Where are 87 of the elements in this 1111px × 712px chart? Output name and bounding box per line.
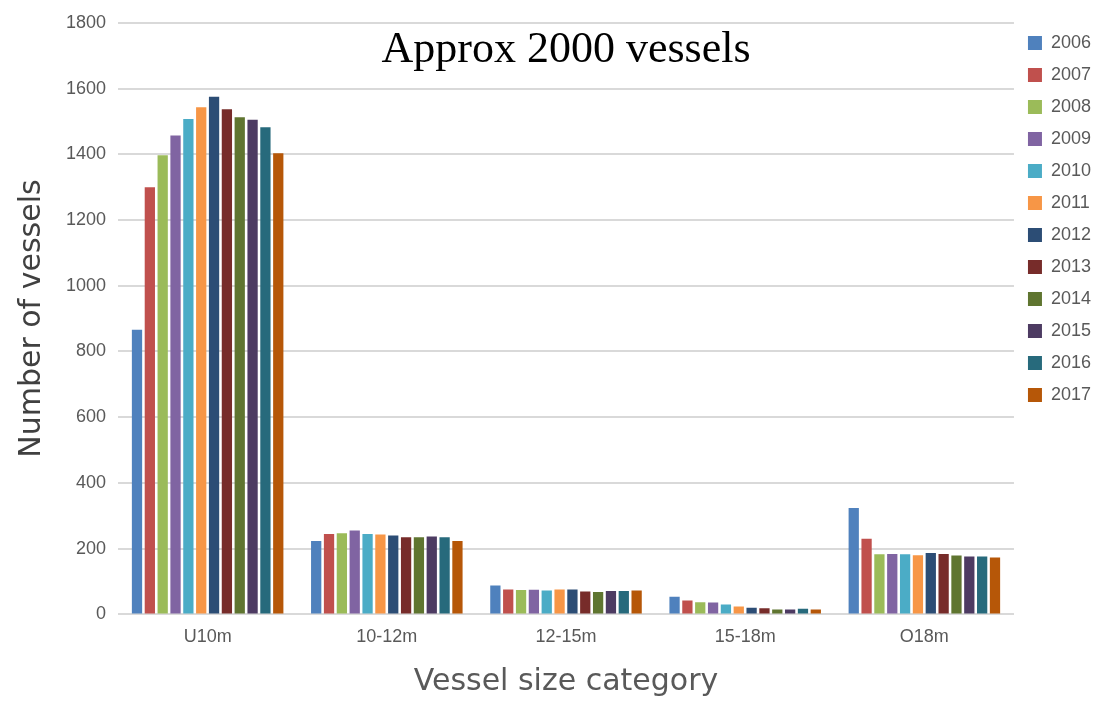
bar: [528, 589, 540, 614]
legend-label: 2006: [1050, 31, 1091, 52]
bar: [439, 537, 450, 614]
bar: [580, 591, 591, 614]
bar: [183, 119, 194, 614]
bar: [784, 609, 796, 614]
x-tick-label: 12-15m: [535, 626, 597, 647]
legend-label: 2014: [1050, 287, 1091, 308]
bar: [759, 608, 770, 614]
bar: [592, 592, 604, 614]
bar: [899, 554, 911, 614]
legend-label: 2012: [1050, 223, 1091, 244]
legend-label: 2013: [1050, 255, 1091, 276]
x-tick-label: U10m: [183, 626, 232, 647]
bar: [861, 538, 872, 614]
bar: [311, 541, 322, 614]
bar: [234, 117, 245, 614]
legend-label: 2009: [1050, 127, 1091, 148]
bar: [452, 541, 463, 614]
bar: [144, 187, 155, 614]
y-tick-label: 200: [76, 537, 107, 558]
y-tick-label: 1200: [66, 208, 107, 229]
bar: [208, 96, 220, 614]
bar: [707, 602, 719, 614]
bar: [554, 589, 565, 614]
bar: [772, 609, 783, 614]
chart-title: Approx 2000 vessels: [381, 23, 751, 73]
bar: [746, 607, 757, 614]
bar: [925, 552, 936, 614]
x-axis-title: Vessel size category: [413, 661, 719, 697]
y-tick-label: 0: [96, 603, 107, 624]
bar: [131, 329, 143, 614]
bar: [682, 600, 693, 614]
bar: [170, 135, 181, 614]
bar: [196, 107, 207, 614]
bar: [323, 533, 335, 614]
legend-label: 2016: [1050, 351, 1091, 372]
bar: [413, 537, 425, 614]
bar: [605, 591, 617, 614]
bar: [938, 553, 949, 614]
bar: [695, 602, 706, 614]
bar: [874, 554, 885, 614]
bar: [247, 119, 258, 614]
bar: [388, 535, 399, 614]
bar: [964, 556, 975, 614]
legend-label: 2011: [1050, 191, 1090, 212]
legend-label: 2015: [1050, 319, 1091, 340]
x-tick-label: 15-18m: [714, 626, 776, 647]
bar: [989, 557, 1001, 614]
y-tick-label: 1400: [66, 143, 107, 164]
bar: [631, 590, 642, 614]
bar: [273, 153, 284, 614]
bar: [362, 533, 373, 614]
bar: [567, 589, 578, 614]
bar: [349, 530, 360, 614]
legend-label: 2017: [1050, 383, 1091, 404]
legend-label: 2008: [1050, 95, 1091, 116]
x-tick-label: 10-12m: [356, 626, 418, 647]
bar: [221, 109, 233, 614]
bar: [336, 533, 348, 614]
bar: [515, 590, 527, 614]
y-tick-label: 1600: [66, 77, 107, 98]
y-tick-label: 600: [76, 406, 107, 427]
bar: [618, 591, 629, 614]
y-tick-label: 1000: [66, 274, 107, 295]
legend-label: 2010: [1050, 159, 1091, 180]
bar: [157, 155, 168, 614]
y-tick-label: 800: [76, 340, 107, 361]
y-tick-label: 1800: [66, 11, 107, 32]
bar: [810, 609, 821, 614]
y-axis-title: Number of vessels: [11, 179, 47, 458]
y-tick-label: 400: [76, 471, 107, 492]
bar: [887, 553, 898, 614]
bar: [977, 556, 988, 614]
legend-label: 2007: [1050, 63, 1091, 84]
bar: [490, 585, 501, 614]
bar: [669, 596, 680, 614]
bar: [260, 127, 271, 614]
bar: [912, 555, 924, 614]
x-tick-label: O18m: [899, 626, 949, 647]
bar: [400, 537, 412, 614]
bar: [541, 590, 552, 614]
bar: [848, 507, 859, 614]
bar: [426, 536, 437, 614]
bar: [951, 555, 962, 614]
bar: [375, 534, 386, 614]
bar: [503, 589, 514, 614]
